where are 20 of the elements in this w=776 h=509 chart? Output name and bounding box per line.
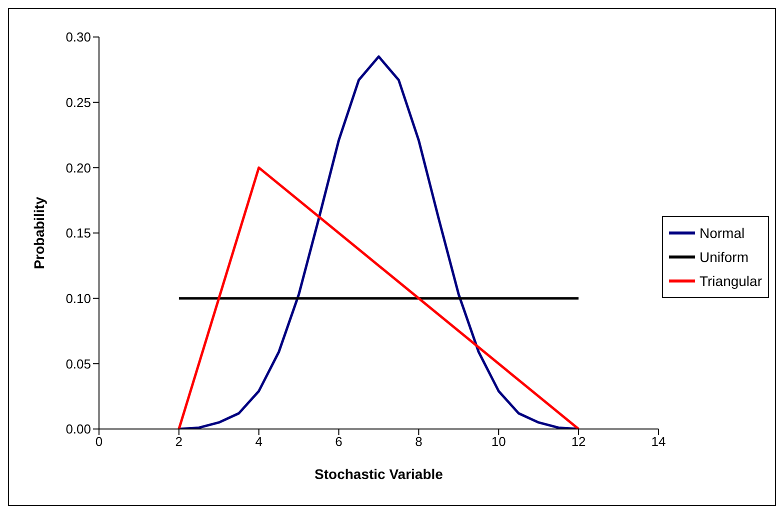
y-tick-label: 0.20 [66,160,91,176]
y-tick-label: 0.10 [66,290,91,306]
y-tick-label: 0.05 [66,356,91,372]
x-tick-label: 0 [95,434,103,450]
x-tick-label: 2 [175,434,183,450]
x-tick-label: 10 [491,434,506,450]
x-tick-label: 4 [255,434,262,450]
x-tick-label: 12 [571,434,586,450]
legend-label: Uniform [699,248,748,267]
x-tick-label: 8 [415,434,422,450]
x-tick-label: 14 [651,434,666,450]
y-tick-label: 0.00 [66,422,91,437]
y-tick-label: 0.25 [66,94,91,110]
y-axis-title: Probability [30,196,47,270]
legend-label: Triangular [699,272,762,291]
y-tick-label: 0.15 [66,226,91,241]
x-axis-title: Stochastic Variable [314,466,444,482]
x-tick-label: 6 [335,434,342,450]
y-tick-label: 0.30 [66,30,91,45]
legend-label: Normal [699,224,745,243]
